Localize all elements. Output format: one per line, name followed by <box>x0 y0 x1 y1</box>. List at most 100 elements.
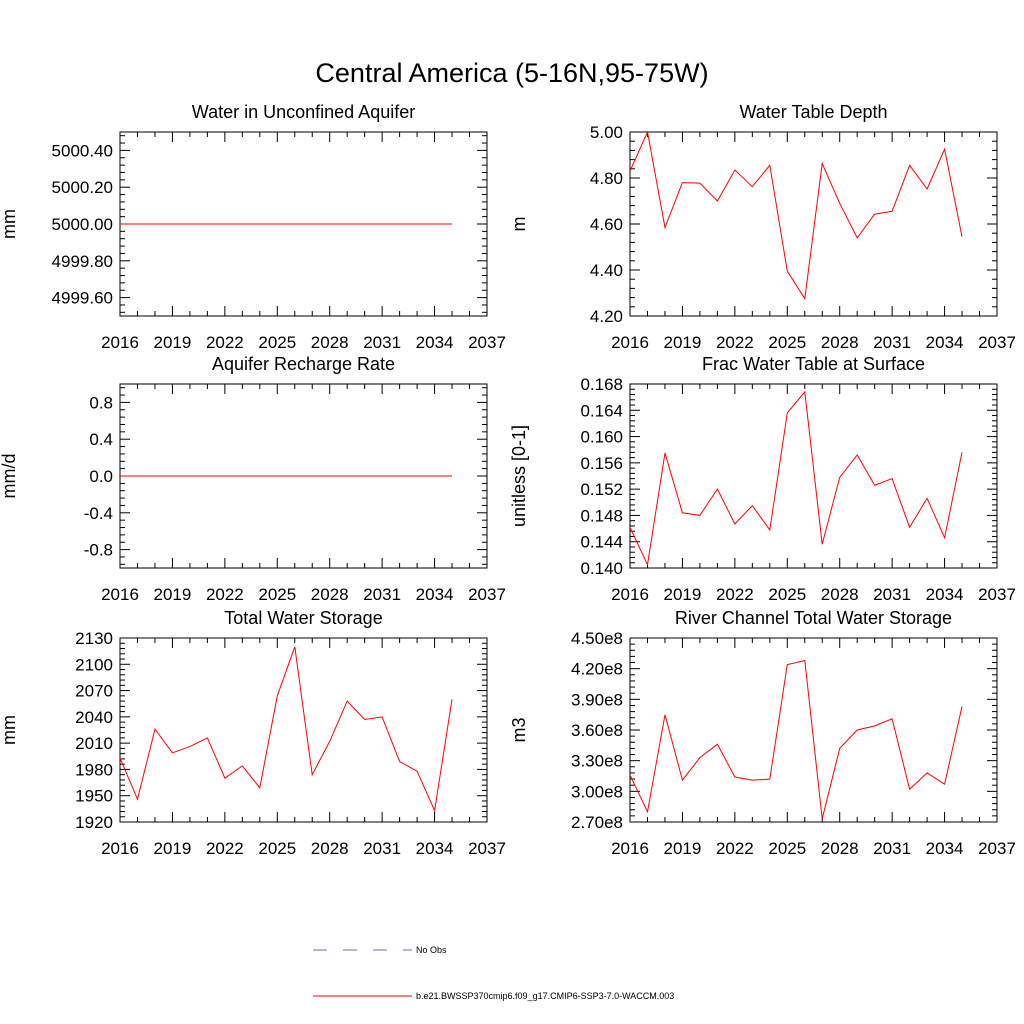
y-axis-label: m3 <box>509 717 529 742</box>
y-tick-label: 0.160 <box>580 428 623 447</box>
plot-frame <box>629 637 998 823</box>
panel-5: Total Water Storage mm 2016 2019 2022 2025 202… <box>0 608 506 858</box>
series-line <box>629 390 963 567</box>
panel-1: Water in Unconfined Aquifer mm 2016 2019 202… <box>0 102 506 352</box>
y-tick-label: 2.70e8 <box>571 813 623 832</box>
figure-title: Central America (5-16N,95-75W) <box>315 58 708 88</box>
x-tick-label: 2019 <box>664 585 702 604</box>
y-axis-label: m <box>509 217 529 232</box>
y-tick-label: 4.50e8 <box>571 629 623 648</box>
y-tick-label: 0.0 <box>89 467 113 486</box>
y-tick-label: 0.156 <box>580 454 623 473</box>
legend: No Obs b.e21.BWSSP370cmip6.f09_g17.CMIP6… <box>313 945 674 1001</box>
x-tick-label: 2034 <box>926 839 964 858</box>
x-tick-label: 2016 <box>101 585 139 604</box>
panel-title: Total Water Storage <box>224 608 382 628</box>
y-tick-label: 2100 <box>75 655 113 674</box>
x-tick-label: 2019 <box>664 333 702 352</box>
x-tick-label: 2022 <box>716 839 754 858</box>
x-tick-label: 2028 <box>821 839 859 858</box>
plot-frame <box>629 131 998 317</box>
x-tick-label: 2037 <box>978 585 1016 604</box>
panel-title: Water Table Depth <box>739 102 887 122</box>
series-line <box>629 659 963 820</box>
x-tick-label: 2016 <box>101 333 139 352</box>
x-tick-label: 2034 <box>416 839 454 858</box>
y-tick-label: 1920 <box>75 813 113 832</box>
x-tick-label: 2031 <box>363 585 401 604</box>
x-tick-label: 2016 <box>611 839 649 858</box>
y-tick-label: 4999.60 <box>52 289 113 308</box>
y-tick-label: 2040 <box>75 708 113 727</box>
y-tick-label: 4.20e8 <box>571 660 623 679</box>
y-tick-label: 4.40 <box>590 261 623 280</box>
y-tick-label: 3.30e8 <box>571 752 623 771</box>
y-tick-label: 0.148 <box>580 506 623 525</box>
x-tick-label: 2022 <box>206 839 244 858</box>
y-tick-label: 2130 <box>75 629 113 648</box>
x-tick-label: 2031 <box>873 333 911 352</box>
x-tick-label: 2034 <box>416 333 454 352</box>
legend-obs-label: No Obs <box>416 945 447 955</box>
panel-2: Water Table Depth m 2016 2019 2022 2025 2028 20… <box>509 102 1016 352</box>
y-axis-label: mm <box>0 209 19 239</box>
y-tick-label: 3.90e8 <box>571 690 623 709</box>
plot-frame <box>119 637 488 823</box>
x-tick-label: 2028 <box>311 585 349 604</box>
y-tick-label: 5000.40 <box>52 141 113 160</box>
x-tick-label: 2019 <box>664 839 702 858</box>
x-tick-label: 2022 <box>716 585 754 604</box>
x-tick-label: 2037 <box>468 839 506 858</box>
y-axis-label: mm/d <box>0 454 19 499</box>
panel-title: Water in Unconfined Aquifer <box>192 102 415 122</box>
plot-frame <box>629 383 998 569</box>
y-tick-label: 2010 <box>75 734 113 753</box>
x-tick-label: 2025 <box>258 585 296 604</box>
x-tick-label: 2031 <box>363 333 401 352</box>
y-tick-label: 0.152 <box>580 480 623 499</box>
x-tick-label: 2031 <box>363 839 401 858</box>
y-tick-label: 3.00e8 <box>571 782 623 801</box>
x-tick-label: 2034 <box>926 585 964 604</box>
y-axis-label: unitless [0-1] <box>509 425 529 527</box>
y-tick-label: 4.60 <box>590 215 623 234</box>
x-tick-label: 2028 <box>311 839 349 858</box>
y-tick-label: 3.60e8 <box>571 721 623 740</box>
panel-title: Aquifer Recharge Rate <box>212 354 395 374</box>
y-tick-label: -0.8 <box>84 541 113 560</box>
legend-model-label: b.e21.BWSSP370cmip6.f09_g17.CMIP6-SSP3-7… <box>416 991 674 1001</box>
y-tick-label: 4.80 <box>590 169 623 188</box>
x-tick-label: 2025 <box>768 839 806 858</box>
y-tick-label: 0.168 <box>580 375 623 394</box>
y-tick-label: 1950 <box>75 787 113 806</box>
x-tick-label: 2022 <box>206 333 244 352</box>
x-tick-label: 2031 <box>873 839 911 858</box>
y-tick-label: 2070 <box>75 682 113 701</box>
panel-6: River Channel Total Water Storage m3 2016 2… <box>509 608 1016 858</box>
series-line <box>119 646 453 813</box>
y-tick-label: 4999.80 <box>52 252 113 271</box>
x-tick-label: 2028 <box>311 333 349 352</box>
x-tick-label: 2031 <box>873 585 911 604</box>
y-tick-label: 0.144 <box>580 533 623 552</box>
x-tick-label: 2025 <box>258 839 296 858</box>
x-tick-label: 2025 <box>768 585 806 604</box>
y-tick-label: 0.8 <box>89 393 113 412</box>
x-tick-label: 2034 <box>926 333 964 352</box>
x-tick-label: 2025 <box>258 333 296 352</box>
y-tick-label: 5000.20 <box>52 178 113 197</box>
y-tick-label: 1980 <box>75 760 113 779</box>
y-tick-label: 5000.00 <box>52 215 113 234</box>
x-tick-label: 2016 <box>611 585 649 604</box>
x-tick-label: 2034 <box>416 585 454 604</box>
x-tick-label: 2037 <box>468 585 506 604</box>
x-tick-label: 2016 <box>101 839 139 858</box>
y-tick-label: 0.140 <box>580 559 623 578</box>
y-tick-label: 0.164 <box>580 401 623 420</box>
x-tick-label: 2037 <box>978 839 1016 858</box>
panel-4: Frac Water Table at Surface unitless [0-1… <box>509 354 1016 604</box>
x-tick-label: 2016 <box>611 333 649 352</box>
x-tick-label: 2028 <box>821 585 859 604</box>
panel-title: Frac Water Table at Surface <box>702 354 925 374</box>
